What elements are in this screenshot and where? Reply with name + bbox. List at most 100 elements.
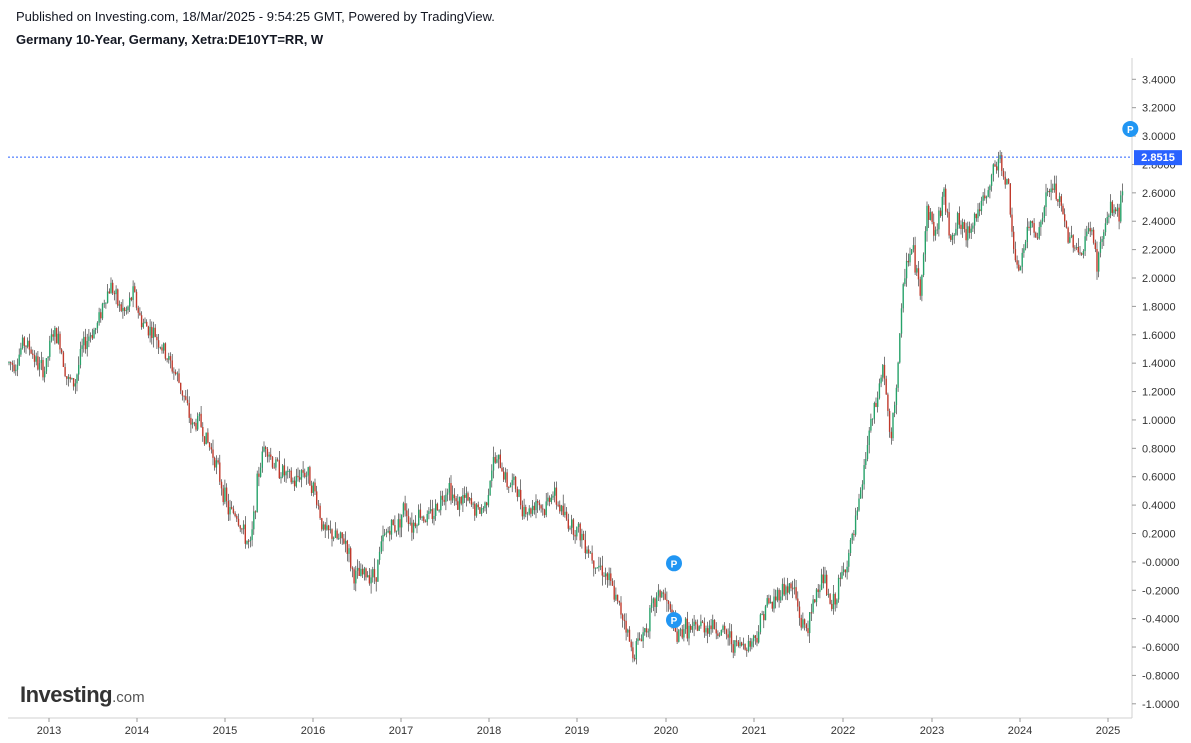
marker-circle <box>1122 120 1139 137</box>
candle-up <box>832 593 835 610</box>
candle-up <box>1026 226 1028 243</box>
candle-down <box>737 641 739 646</box>
candle-down <box>817 589 819 593</box>
candle-up <box>326 525 328 530</box>
candle-down <box>423 516 425 522</box>
candle-down <box>302 470 304 473</box>
candle-up <box>47 356 49 359</box>
candle-up <box>1108 215 1110 218</box>
candle-up <box>88 336 90 341</box>
candle-up <box>229 507 231 515</box>
candle-up <box>429 509 432 512</box>
candle-up <box>370 577 372 584</box>
candle-up <box>550 497 552 502</box>
candle-down <box>373 569 376 578</box>
candle-down <box>611 581 614 586</box>
candle-up <box>528 508 530 514</box>
candle-up <box>1101 239 1103 242</box>
candle-down <box>486 502 488 506</box>
candle-up <box>106 291 109 303</box>
candle-down <box>707 628 709 634</box>
candle-down <box>494 456 496 463</box>
candle-up <box>812 599 814 613</box>
candle-up <box>339 532 342 538</box>
candle-down <box>154 327 156 337</box>
candle-down <box>244 524 246 544</box>
candle-up <box>577 523 580 528</box>
candle-up <box>766 598 768 607</box>
candle-up <box>382 535 384 542</box>
candle-up <box>163 343 165 351</box>
candle-up <box>89 335 92 337</box>
candle-up <box>452 494 454 501</box>
candle-up <box>360 568 362 576</box>
candle-down <box>537 500 539 503</box>
candle-down <box>710 625 712 630</box>
x-tick-label: 2014 <box>125 725 149 737</box>
candle-up <box>877 397 879 407</box>
candle-down <box>1060 196 1062 206</box>
candle-down <box>628 629 631 642</box>
candle-down <box>200 413 202 427</box>
candle-down <box>1074 247 1076 249</box>
candle-down <box>479 507 481 514</box>
candle-up <box>642 632 644 642</box>
candle-down <box>399 519 401 528</box>
candle-down <box>273 467 275 469</box>
candle-up <box>972 225 974 229</box>
candle-up <box>81 345 83 349</box>
candle-down <box>270 454 272 457</box>
candle-up <box>627 629 629 633</box>
candle-down <box>984 195 986 199</box>
candle-up <box>773 596 775 609</box>
candle-down <box>593 560 595 569</box>
candle-down <box>135 291 138 308</box>
candle-up <box>989 185 991 191</box>
candle-down <box>1077 247 1079 253</box>
candle-down <box>310 485 313 493</box>
candle-down <box>72 378 75 387</box>
y-tick-label: -0.6000 <box>1142 642 1179 654</box>
candle-up <box>535 500 537 511</box>
candle-up <box>287 470 289 472</box>
candle-down <box>763 614 765 621</box>
candle-up <box>868 430 870 445</box>
candle-down <box>1064 214 1066 222</box>
candle-down <box>606 573 609 581</box>
candle-up <box>409 522 411 524</box>
candle-down <box>208 442 211 448</box>
candle-down <box>826 574 828 595</box>
candle-up <box>788 583 790 593</box>
candle-down <box>207 432 209 443</box>
candle-down <box>1115 209 1117 212</box>
candle-down <box>963 222 966 230</box>
candle-up <box>1058 196 1061 202</box>
candle-down <box>276 459 279 461</box>
candle-down <box>346 540 348 554</box>
candle-up <box>482 508 484 510</box>
candle-down <box>358 567 360 576</box>
candle-up <box>599 565 602 567</box>
candle-up <box>418 509 420 525</box>
candle-down <box>572 519 575 535</box>
candle-down <box>271 456 274 468</box>
current-price-badge <box>1134 150 1182 166</box>
candle-down <box>715 629 717 634</box>
candle-down <box>30 349 32 354</box>
candle-down <box>883 364 886 379</box>
candle-down <box>219 462 221 482</box>
candle-down <box>33 354 36 362</box>
candle-up <box>987 190 989 197</box>
candle-up <box>921 275 923 296</box>
candle-down <box>703 622 705 633</box>
candle-down <box>601 565 603 576</box>
candle-up <box>679 629 682 631</box>
candle-down <box>1013 231 1015 250</box>
candle-down <box>1052 188 1054 190</box>
candle-up <box>761 614 763 616</box>
candle-down <box>958 212 960 225</box>
candle-up <box>322 524 325 530</box>
candle-up <box>899 333 901 363</box>
candle-down <box>404 503 406 511</box>
